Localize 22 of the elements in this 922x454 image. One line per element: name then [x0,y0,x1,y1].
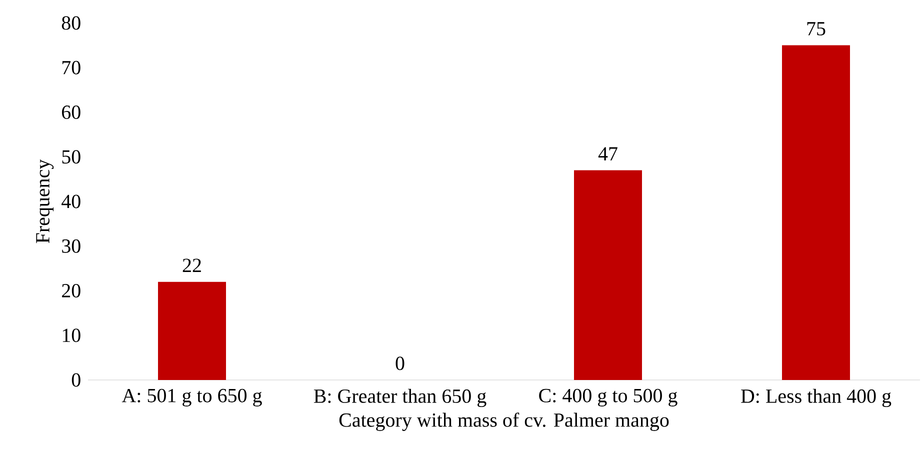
y-axis-title: Frequency [36,159,54,244]
y-tick-label: 80 [62,16,80,30]
y-tick-label: 40 [62,194,80,208]
data-label: 0 [396,356,404,370]
x-tick-label: C: 400 g to 500 g [539,388,678,406]
data-label: 47 [598,147,618,160]
y-tick-label: 50 [62,150,80,164]
y-tick-label: 0 [72,373,80,387]
x-tick-label: D: Less than 400 g [741,388,892,408]
y-tick-label: 60 [62,105,80,119]
x-axis-title: Category with mass of cv. Palmer mango [339,412,669,431]
data-label: 22 [182,258,201,272]
x-tick-label: A: 501 g to 650 g [122,388,262,406]
y-tick-label: 70 [62,60,80,74]
bar [158,282,226,380]
bar [782,45,850,380]
y-tick-label: 10 [62,328,80,342]
bar [574,170,642,380]
x-tick-label: B: Greater than 650 g [314,388,486,408]
y-tick-label: 20 [62,284,80,298]
data-label: 75 [807,22,826,36]
y-tick-label: 30 [62,239,80,253]
